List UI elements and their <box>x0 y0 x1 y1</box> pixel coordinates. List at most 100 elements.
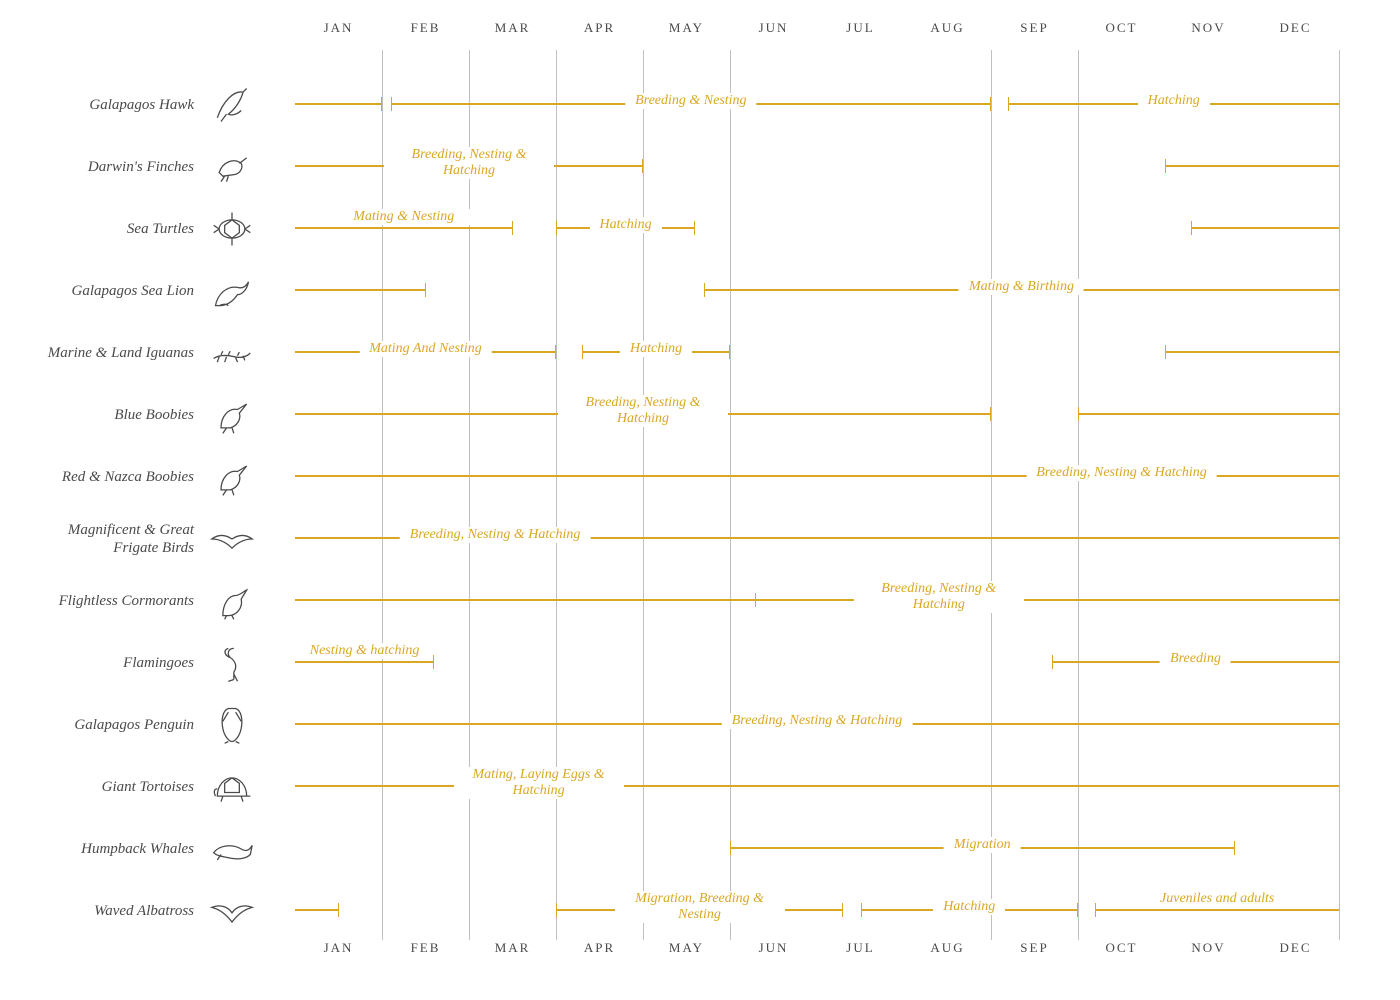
species-label: Red & Nazca Boobies <box>40 447 200 507</box>
activity-bar: Juveniles and adults <box>1095 909 1339 911</box>
activity-label: Migration, Breeding & Nesting <box>615 891 785 923</box>
activity-label: Breeding, Nesting & Hatching <box>400 527 591 543</box>
activity-label: Mating & Nesting <box>319 209 489 225</box>
month-label: MAR <box>495 940 531 956</box>
activity-bar: Breeding, Nesting & Hatching <box>295 413 991 415</box>
activity-label: Nesting & hatching <box>280 643 450 659</box>
species-row: Flamingoes Nesting & hatching Breeding <box>40 633 1340 693</box>
activity-label: Mating And Nesting <box>359 341 492 357</box>
albatross-icon <box>208 889 256 933</box>
activity-label: Hatching <box>1138 93 1210 109</box>
activity-label: Breeding, Nesting & Hatching <box>854 581 1024 613</box>
activity-bar: Hatching <box>556 227 695 229</box>
activity-label: Breeding, Nesting & Hatching <box>722 713 913 729</box>
booby-icon <box>208 393 256 437</box>
month-header-bottom: JANFEBMARAPRMAYJUNJULAUGSEPOCTNOVDEC <box>295 940 1335 970</box>
month-label: JUL <box>846 940 874 956</box>
activity-bar: Mating & Birthing <box>704 289 1339 291</box>
flamingo-icon <box>208 641 256 685</box>
activity-bar: Hatching <box>1008 103 1339 105</box>
finch-icon <box>208 145 256 189</box>
month-label: APR <box>584 940 615 956</box>
species-row: Waved AlbatrossMigration, Breeding & Nes… <box>40 881 1340 941</box>
activity-label: Hatching <box>620 341 692 357</box>
activity-bar <box>295 909 339 911</box>
iguana-icon <box>208 331 256 375</box>
month-label: JUN <box>759 20 789 36</box>
activity-bar: Migration, Breeding & Nesting <box>556 909 843 911</box>
cormorant-icon <box>208 579 256 623</box>
activity-bar: Breeding, Nesting & Hatching <box>295 537 1339 539</box>
month-label: AUG <box>930 20 964 36</box>
species-row: Magnificent & Great Frigate Birds Breedin… <box>40 509 1340 569</box>
species-label: Galapagos Sea Lion <box>40 261 200 321</box>
species-label: Marine & Land Iguanas <box>40 323 200 383</box>
species-label: Sea Turtles <box>40 199 200 259</box>
species-row: Blue BoobiesBreeding, Nesting & Hatching <box>40 385 1340 445</box>
activity-bar: Breeding, Nesting & Hatching <box>756 599 1339 601</box>
activity-label: Breeding & Nesting <box>625 93 756 109</box>
booby-icon <box>208 455 256 499</box>
species-label: Flightless Cormorants <box>40 571 200 631</box>
activity-label: Hatching <box>933 899 1005 915</box>
month-label: NOV <box>1191 20 1225 36</box>
species-label: Magnificent & Great Frigate Birds <box>40 509 200 569</box>
activity-bar: Breeding <box>1052 661 1339 663</box>
month-label: DEC <box>1280 940 1312 956</box>
species-label: Darwin's Finches <box>40 137 200 197</box>
activity-bar <box>295 103 382 105</box>
activity-label: Mating, Laying Eggs & Hatching <box>454 767 624 799</box>
activity-bar: Hatching <box>861 909 1079 911</box>
month-label: MAY <box>669 940 704 956</box>
species-row: Galapagos Penguin Breeding, Nesting & Hat… <box>40 695 1340 755</box>
month-label: OCT <box>1106 940 1138 956</box>
activity-bar <box>295 599 756 601</box>
species-label: Flamingoes <box>40 633 200 693</box>
month-label: FEB <box>411 940 441 956</box>
month-label: JAN <box>324 20 354 36</box>
wildlife-calendar-chart: JANFEBMARAPRMAYJUNJULAUGSEPOCTNOVDEC JAN… <box>40 20 1340 980</box>
turtle-icon <box>208 207 256 251</box>
activity-bar: Breeding, Nesting & Hatching <box>295 723 1339 725</box>
month-label: MAY <box>669 20 704 36</box>
penguin-icon <box>208 703 256 747</box>
activity-bar <box>1165 165 1339 167</box>
species-row: Darwin's Finches Breeding, Nesting & Hatc… <box>40 137 1340 197</box>
month-label: SEP <box>1020 20 1048 36</box>
activity-bar: Mating, Laying Eggs & Hatching <box>295 785 1339 787</box>
species-label: Galapagos Penguin <box>40 695 200 755</box>
month-label: SEP <box>1020 940 1048 956</box>
activity-bar <box>1191 227 1339 229</box>
species-row: Marine & Land Iguanas Mating And Nesting H… <box>40 323 1340 383</box>
frigate-icon <box>208 517 256 561</box>
species-row: Giant Tortoises Mating, Laying Eggs & Hat… <box>40 757 1340 817</box>
month-label: APR <box>584 20 615 36</box>
month-label: JUL <box>846 20 874 36</box>
species-row: Red & Nazca Boobies Breeding, Nesting & H… <box>40 447 1340 507</box>
species-label: Humpback Whales <box>40 819 200 879</box>
activity-bar: Breeding & Nesting <box>391 103 991 105</box>
month-label: MAR <box>495 20 531 36</box>
month-label: OCT <box>1106 20 1138 36</box>
activity-label: Mating & Birthing <box>959 279 1084 295</box>
activity-bar <box>1165 351 1339 353</box>
activity-label: Breeding, Nesting & Hatching <box>384 147 554 179</box>
hawk-icon <box>208 83 256 127</box>
activity-bar <box>295 289 426 291</box>
tortoise-icon <box>208 765 256 809</box>
species-row: Galapagos Sea Lion Mating & Birthing <box>40 261 1340 321</box>
activity-label: Juveniles and adults <box>1132 891 1302 907</box>
activity-bar: Mating & Nesting <box>295 227 513 229</box>
activity-bar <box>1078 413 1339 415</box>
species-label: Giant Tortoises <box>40 757 200 817</box>
activity-label: Breeding, Nesting & Hatching <box>1026 465 1217 481</box>
activity-bar: Breeding, Nesting & Hatching <box>295 475 1339 477</box>
species-row: Flightless Cormorants Breeding, Nesting &… <box>40 571 1340 631</box>
activity-label: Breeding, Nesting & Hatching <box>558 395 728 427</box>
month-label: AUG <box>930 940 964 956</box>
activity-bar: Hatching <box>582 351 730 353</box>
species-row: Humpback WhalesMigration <box>40 819 1340 879</box>
activity-bar: Breeding, Nesting & Hatching <box>295 165 643 167</box>
whale-icon <box>208 827 256 871</box>
activity-label: Breeding <box>1160 651 1231 667</box>
